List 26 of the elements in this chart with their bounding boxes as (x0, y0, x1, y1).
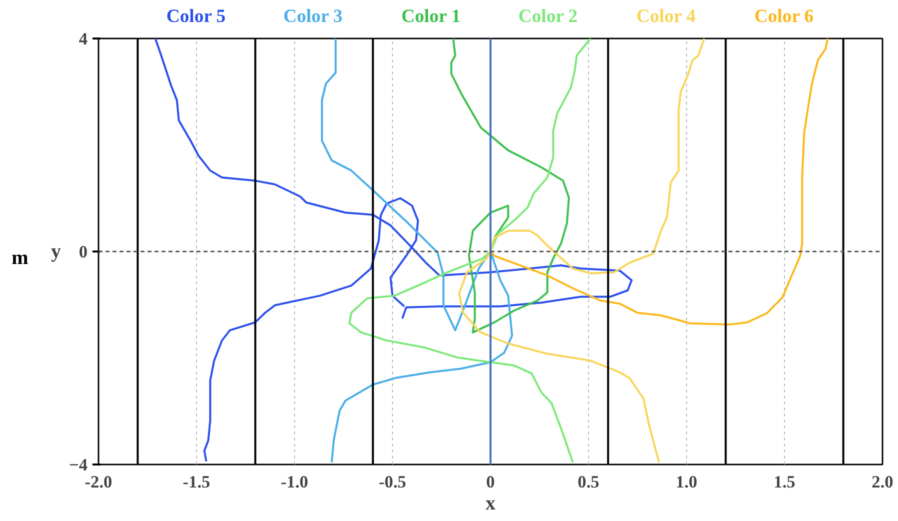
series-label: Color 3 (282, 6, 344, 28)
y-axis-title: y (50, 240, 61, 262)
line-series (490, 38, 829, 326)
x-tick-label: -1.0 (280, 472, 308, 492)
x-tick-label: -1.5 (182, 472, 211, 492)
series-label: Color 4 (635, 6, 697, 28)
y-tick-label: 4 (78, 30, 88, 48)
series-label: Color 1 (400, 6, 462, 28)
x-tick-label: 1.0 (676, 472, 698, 492)
y-tick-label: −4 (68, 456, 88, 474)
line-series (458, 38, 706, 464)
text: m (10, 247, 30, 270)
x-tick-label: -2.0 (84, 472, 112, 492)
line-series (320, 38, 514, 464)
series-label: Color 2 (517, 6, 579, 28)
x-tick-label: 2.0 (872, 472, 894, 492)
x-tick-label: -0.5 (378, 472, 407, 492)
x-axis-title: x (486, 492, 496, 514)
series-label: Color 5 (165, 6, 227, 28)
x-tick-label: 0.5 (578, 472, 600, 492)
x-tick-label: 0 (486, 472, 495, 492)
line-series (450, 38, 570, 334)
series-label: Color 6 (753, 6, 815, 28)
x-tick-label: 1.5 (774, 472, 796, 492)
y-tick-label: 0 (78, 242, 88, 262)
line-series (348, 38, 592, 464)
